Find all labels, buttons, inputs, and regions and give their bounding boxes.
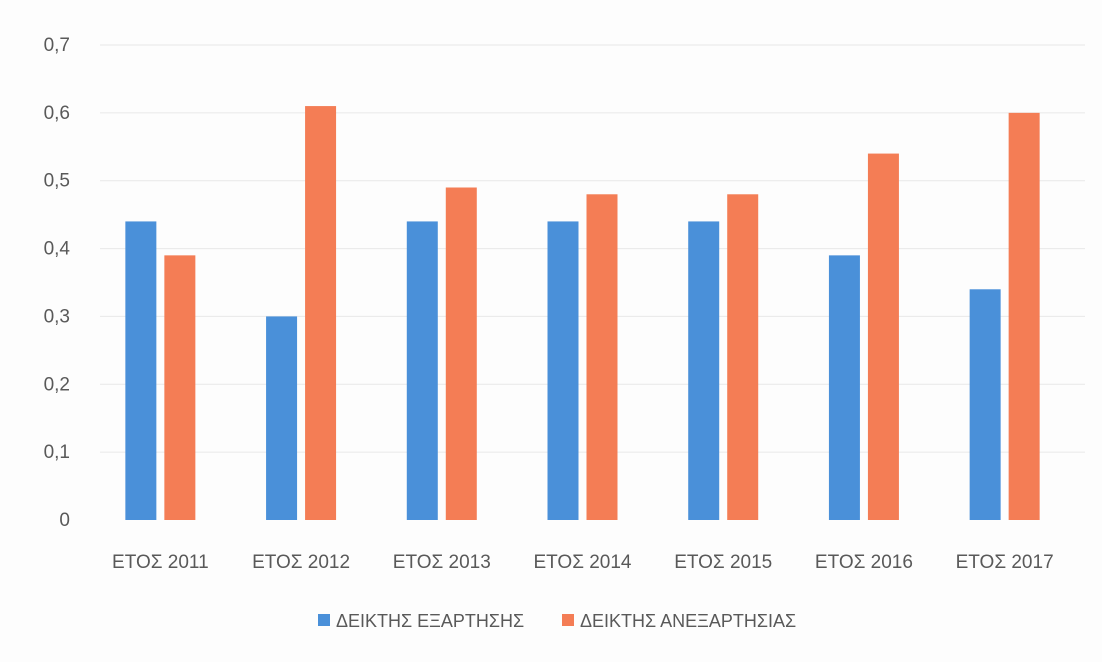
bar-dependency-0 [125,221,157,520]
y-tick-label: 0,5 [44,171,70,192]
x-tick-label: ΕΤΟΣ 2015 [674,552,772,573]
bar-independency-0 [164,255,196,520]
bar-dependency-3 [547,221,579,520]
y-tick-label: 0 [59,510,70,531]
bar-independency-5 [867,153,899,521]
x-tick-label: ΕΤΟΣ 2011 [112,552,209,573]
bar-independency-3 [586,194,618,521]
bar-dependency-6 [969,289,1001,520]
bar-dependency-4 [688,221,720,520]
legend-label: ΔΕΙΚΤΗΣ ΕΞΑΡΤΗΣΗΣ [336,611,524,631]
y-axis-ticks: 0 0,1 0,2 0,3 0,4 0,5 0,6 0,7 [44,35,71,531]
bars [125,106,1040,521]
x-tick-label: ΕΤΟΣ 2017 [956,552,1054,573]
y-tick-label: 0,7 [44,35,70,56]
bar-dependency-1 [266,316,298,520]
legend-label: ΔΕΙΚΤΗΣ ΑΝΕΞΑΡΤΗΣΙΑΣ [580,611,796,631]
legend-swatch [318,614,330,626]
bar-independency-2 [445,187,477,520]
y-tick-label: 0,4 [44,239,71,260]
bar-independency-6 [1008,112,1040,520]
x-tick-label: ΕΤΟΣ 2013 [393,552,491,573]
bar-dependency-2 [406,221,438,520]
x-axis-labels: ΕΤΟΣ 2011 ΕΤΟΣ 2012 ΕΤΟΣ 2013 ΕΤΟΣ 2014 ΕΤΟΣ… [112,552,1054,573]
x-tick-label: ΕΤΟΣ 2014 [533,552,631,573]
y-tick-label: 0,3 [44,306,70,327]
x-tick-label: ΕΤΟΣ 2016 [815,552,913,573]
y-tick-label: 0,2 [44,374,70,395]
bar-dependency-5 [828,255,860,520]
legend: ΔΕΙΚΤΗΣ ΕΞΑΡΤΗΣΗΣ ΔΕΙΚΤΗΣ ΑΝΕΞΑΡΤΗΣΙΑΣ [318,611,796,631]
bar-independency-4 [727,194,759,521]
y-tick-label: 0,1 [44,442,70,463]
y-tick-label: 0,6 [44,103,70,124]
bar-independency-1 [305,106,337,521]
x-tick-label: ΕΤΟΣ 2012 [252,552,350,573]
legend-swatch [562,614,574,626]
